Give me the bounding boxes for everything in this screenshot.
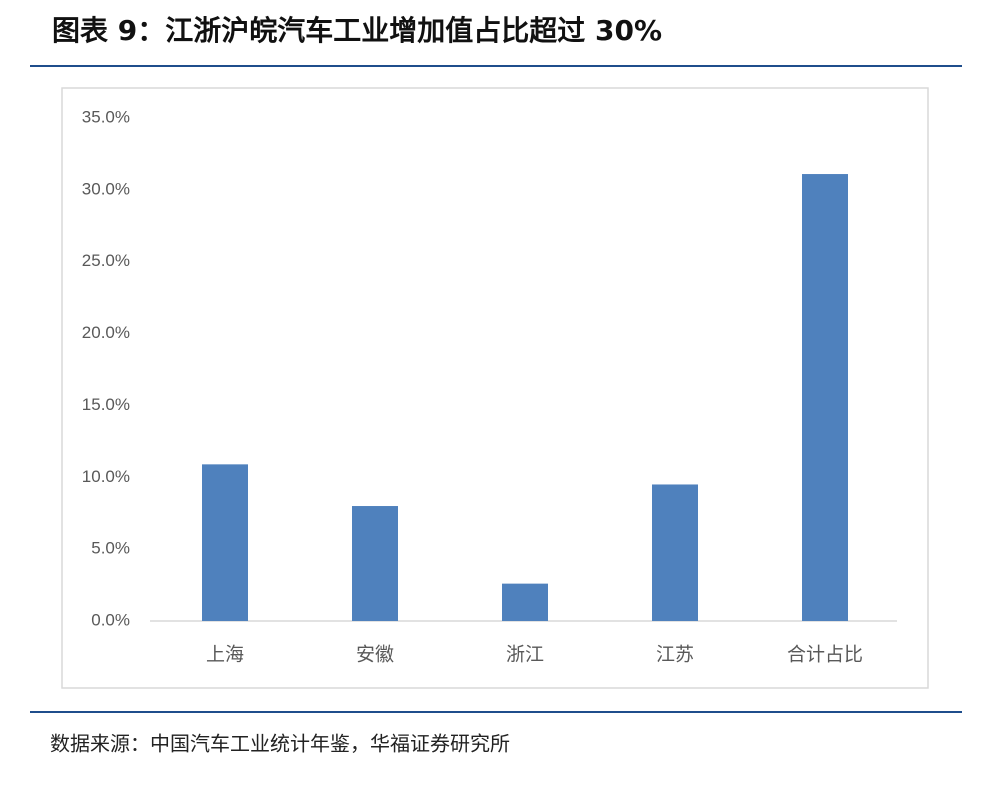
y-tick-label: 15.0%	[82, 395, 130, 414]
y-tick-label: 5.0%	[91, 539, 130, 558]
source-note: 数据来源：中国汽车工业统计年鉴，华福证券研究所	[50, 732, 510, 756]
x-tick-label: 合计占比	[787, 644, 863, 666]
chart-title: 图表 9：江浙沪皖汽车工业增加值占比超过 30%	[52, 14, 662, 47]
y-tick-label: 30.0%	[82, 179, 130, 198]
bar	[802, 174, 848, 621]
x-tick-label: 安徽	[356, 644, 394, 666]
bar	[202, 464, 248, 621]
bar	[352, 506, 398, 621]
x-tick-label: 浙江	[506, 644, 544, 666]
chart-frame	[61, 87, 929, 689]
y-tick-label: 20.0%	[82, 323, 130, 342]
bar	[652, 484, 698, 621]
y-tick-label: 35.0%	[82, 107, 130, 126]
y-tick-label: 0.0%	[91, 610, 130, 629]
y-tick-label: 25.0%	[82, 251, 130, 270]
y-tick-label: 10.0%	[82, 467, 130, 486]
bar	[502, 583, 548, 621]
x-tick-label: 上海	[206, 644, 244, 666]
x-tick-label: 江苏	[656, 644, 694, 666]
